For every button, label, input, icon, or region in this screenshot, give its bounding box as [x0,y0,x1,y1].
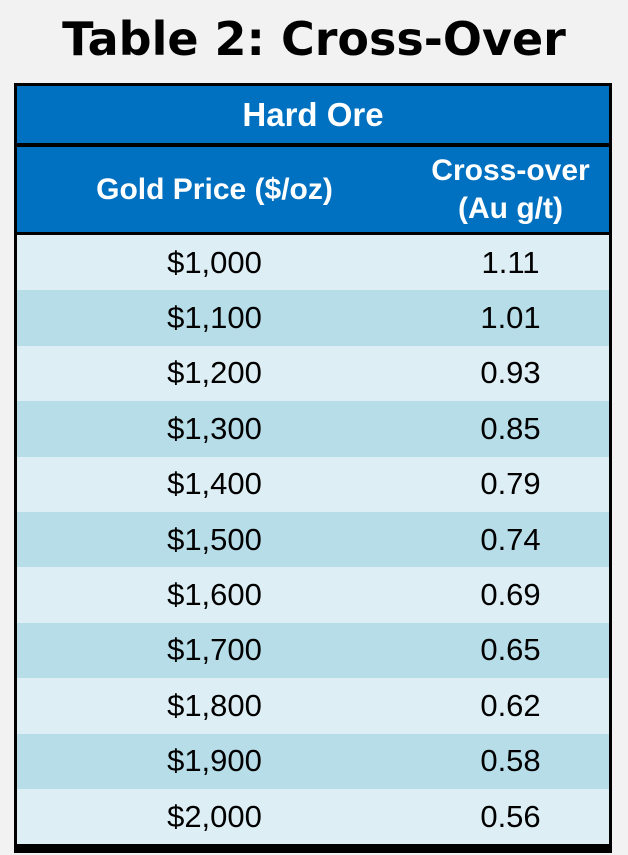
page-title: Table 2: Cross-Over Point [62,12,566,144]
crossover-table: Hard Ore Gold Price ($/oz) Cross-over (A… [14,83,612,853]
table-row: $1,400 0.79 [17,456,609,512]
crossover-cell: 0.65 [480,632,541,668]
table-row: $1,900 0.58 [17,733,609,789]
column-header-crossover-line2: (Au g/t) [458,191,563,225]
table-row: $1,000 1.11 [17,235,609,291]
table-row: $2,000 0.56 [17,788,609,845]
table-row: $1,600 0.69 [17,567,609,623]
crossover-cell: 0.79 [480,466,541,502]
crossover-cell: 1.11 [481,244,540,280]
column-header-crossover-line1: Cross-over [431,153,590,187]
table-row: $1,300 0.85 [17,401,609,457]
table-row: $1,700 0.65 [17,622,609,679]
price-cell: $1,900 [167,743,262,779]
price-cell: $1,300 [167,410,262,446]
column-header-crossover: Cross-over (Au g/t) [412,147,609,232]
group-header-hard-ore: Hard Ore [17,86,609,143]
crossover-cell: 0.85 [480,410,541,446]
price-cell: $1,600 [167,577,262,613]
table-row: $1,500 0.74 [17,511,609,568]
price-cell: $1,400 [167,466,262,502]
table-row: $1,200 0.93 [17,345,609,402]
price-cell: $1,200 [167,355,262,391]
table-row: $1,100 1.01 [17,290,609,346]
crossover-cell: 0.74 [480,521,541,557]
column-header-row: Gold Price ($/oz) Cross-over (Au g/t) [17,147,609,232]
crossover-cell: 1.01 [480,300,541,336]
crossover-cell: 0.58 [480,743,541,779]
price-cell: $1,500 [167,521,262,557]
price-cell: $1,800 [167,687,262,723]
table-row: $1,800 0.62 [17,678,609,734]
crossover-cell: 0.62 [480,687,541,723]
column-header-gold-price: Gold Price ($/oz) [96,172,333,206]
price-cell: $1,000 [167,244,262,280]
crossover-cell: 0.56 [480,798,541,834]
table-body: $1,000 1.11 $1,100 1.01 $1,200 0.93 $1,3… [17,235,609,845]
price-cell: $2,000 [167,798,262,834]
crossover-cell: 0.93 [480,355,541,391]
price-cell: $1,100 [167,300,262,336]
crossover-cell: 0.69 [480,577,541,613]
price-cell: $1,700 [167,632,262,668]
